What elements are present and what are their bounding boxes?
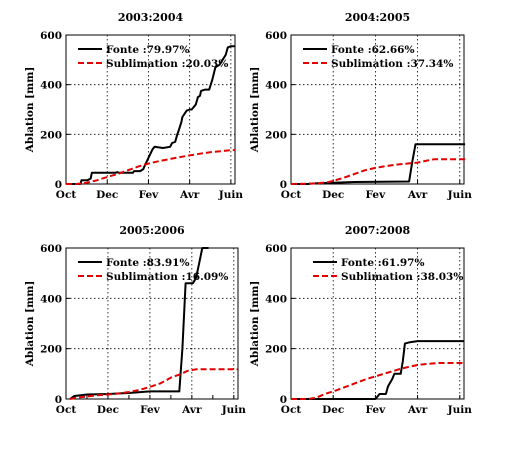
panel-2-series-sublimation-line [290, 158, 466, 185]
panel-1-ytick-label: 400 [40, 80, 62, 92]
panel-1-series-fonte-line [66, 45, 235, 185]
panel-4-xtick-label: Fev [366, 404, 387, 416]
panel-4-ytick-label: 0 [280, 394, 287, 406]
panel-4-legend-label-sublimation: Sublimation :38.03% [341, 271, 463, 283]
panel-1-title: 2003:2004 [118, 11, 184, 24]
panel-4-xtick-label: Oct [281, 404, 302, 416]
panel-4-title: 2007:2008 [345, 224, 411, 237]
panel-2-xtick-label: Oct [281, 189, 302, 201]
panel-3-legend-label-fonte: Fonte :83.91% [106, 257, 189, 269]
panel-3-ytick-label: 400 [40, 293, 62, 305]
panel-4-xtick-label: Avr [407, 404, 428, 416]
panel-2-series-fonte-line [291, 143, 466, 185]
panel-2-axes-box [290, 34, 465, 185]
panel-4-ylabel: Ablation [mm] [249, 281, 261, 368]
panel-1-xtick-label: Avr [179, 189, 200, 201]
panel-3-ytick-label: 200 [40, 344, 62, 356]
panel-3-series-sublimation-line [69, 368, 238, 400]
panel-1: 2003:2004 0 200 400 600 Oct Dec Fev Avr Juin Ablat… [24, 11, 243, 201]
panel-4-series-sublimation-line [291, 362, 464, 400]
panel-2-ylabel: Ablation [mm] [249, 67, 261, 154]
panel-3-ytick-label: 600 [40, 243, 62, 255]
panel-2-title: 2004:2005 [345, 11, 410, 24]
panel-4: 2007:2008 0 200 400 600 Oct Dec Fev Avr Juin Ablat… [249, 224, 472, 416]
panel-4-axes-box [290, 247, 465, 400]
panel-3-series-fonte-line [69, 247, 209, 400]
panel-3-title: 2005:2006 [119, 224, 185, 237]
panel-1-xtick-label: Fev [139, 189, 160, 201]
panel-1-series-sublimation-line [66, 149, 236, 185]
panel-2-ytick-label: 400 [265, 80, 287, 92]
panel-1-xtick-label: Dec [96, 189, 118, 201]
panel-3-xtick-label: Oct [56, 404, 77, 416]
panel-3: 2005:2006 0 200 400 600 Oct Dec Fev Avr Juin Ablat… [24, 224, 246, 416]
panel-1-ytick-label: 600 [40, 30, 62, 42]
panel-1-ytick-label: 0 [55, 179, 62, 191]
panel-2-xtick-label: Juin [447, 189, 473, 201]
panel-2-xtick-label: Avr [407, 189, 428, 201]
panel-4-series-fonte-line [291, 340, 464, 400]
panel-2-xtick-label: Dec [322, 189, 344, 201]
panel-3-xtick-label: Avr [181, 404, 202, 416]
panel-3-axes-box [65, 247, 239, 400]
panel-1-xtick-label: Oct [56, 189, 77, 201]
panel-1-ylabel: Ablation [mm] [24, 67, 36, 154]
panel-1-legend-label-fonte: Fonte :79.97% [106, 44, 189, 56]
panel-3-xtick-label: Fev [140, 404, 161, 416]
panel-2-ytick-label: 200 [265, 129, 287, 141]
panel-1-xtick-label: Juin [218, 189, 244, 201]
panel-1-legend-label-sublimation: Sublimation :20.03% [106, 58, 228, 70]
panel-2-ytick-label: 600 [265, 30, 287, 42]
panel-1-ytick-label: 200 [40, 129, 62, 141]
panel-4-xtick-label: Dec [322, 404, 344, 416]
panel-2-legend-label-sublimation: Sublimation :37.34% [331, 58, 453, 70]
panel-2-xtick-label: Fev [366, 189, 387, 201]
panel-2-legend-label-fonte: Fonte :62.66% [331, 44, 414, 56]
panel-3-legend-label-sublimation: Sublimation :16.09% [106, 271, 228, 283]
panel-3-ylabel: Ablation [mm] [24, 281, 36, 368]
panel-2-ytick-label: 0 [280, 179, 287, 191]
panel-4-legend-label-fonte: Fonte :61.97% [341, 257, 424, 269]
panel-4-ytick-label: 600 [265, 243, 287, 255]
panel-4-xtick-label: Juin [447, 404, 473, 416]
panel-3-ytick-label: 0 [55, 394, 62, 406]
panel-4-ytick-label: 400 [265, 293, 287, 305]
panel-3-xtick-label: Dec [97, 404, 119, 416]
panel-1-axes-box [65, 34, 236, 185]
panel-4-ytick-label: 200 [265, 344, 287, 356]
panel-2: 2004:2005 0 200 400 600 Oct Dec Fev Avr Juin Ablat… [249, 11, 472, 201]
panel-3-xtick-label: Juin [221, 404, 247, 416]
